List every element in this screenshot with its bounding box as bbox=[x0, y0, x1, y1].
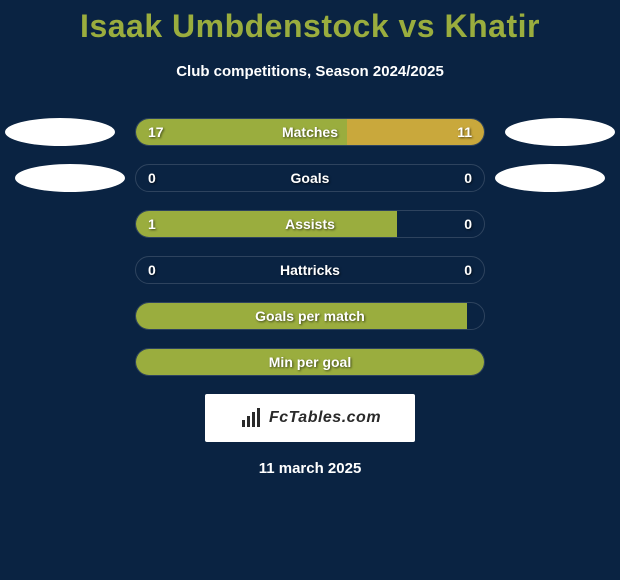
stat-label: Hattricks bbox=[280, 262, 340, 278]
date: 11 march 2025 bbox=[0, 460, 620, 477]
stat-label: Goals per match bbox=[255, 308, 365, 324]
player-left-badge-1 bbox=[5, 118, 115, 146]
stat-value-right: 0 bbox=[464, 170, 472, 186]
stat-label: Min per goal bbox=[269, 354, 351, 370]
stat-value-right: 11 bbox=[457, 124, 472, 140]
bar-left bbox=[136, 211, 397, 237]
stat-row-goals-per-match: Goals per match bbox=[135, 302, 485, 330]
subtitle: Club competitions, Season 2024/2025 bbox=[0, 63, 620, 80]
stat-value-right: 0 bbox=[464, 262, 472, 278]
stat-row-hattricks: 0 Hattricks 0 bbox=[135, 256, 485, 284]
stat-row-goals: 0 Goals 0 bbox=[135, 164, 485, 192]
brand-text: FcTables.com bbox=[269, 409, 381, 427]
stat-value-left: 17 bbox=[148, 124, 164, 140]
stat-value-right: 0 bbox=[464, 216, 472, 232]
player-left-badge-2 bbox=[15, 164, 125, 192]
page-title: Isaak Umbdenstock vs Khatir bbox=[0, 0, 620, 45]
stat-row-min-per-goal: Min per goal bbox=[135, 348, 485, 376]
stat-label: Matches bbox=[282, 124, 338, 140]
comparison-area: 17 Matches 11 0 Goals 0 1 Assists 0 0 Ha… bbox=[0, 118, 620, 376]
bars-container: 17 Matches 11 0 Goals 0 1 Assists 0 0 Ha… bbox=[135, 118, 485, 376]
chart-icon bbox=[239, 406, 263, 430]
stat-label: Goals bbox=[291, 170, 330, 186]
stat-value-left: 1 bbox=[148, 216, 156, 232]
stat-value-left: 0 bbox=[148, 262, 156, 278]
stat-row-matches: 17 Matches 11 bbox=[135, 118, 485, 146]
stat-label: Assists bbox=[285, 216, 335, 232]
stat-value-left: 0 bbox=[148, 170, 156, 186]
player-right-badge-1 bbox=[505, 118, 615, 146]
stat-row-assists: 1 Assists 0 bbox=[135, 210, 485, 238]
player-right-badge-2 bbox=[495, 164, 605, 192]
branding-badge: FcTables.com bbox=[205, 394, 415, 442]
